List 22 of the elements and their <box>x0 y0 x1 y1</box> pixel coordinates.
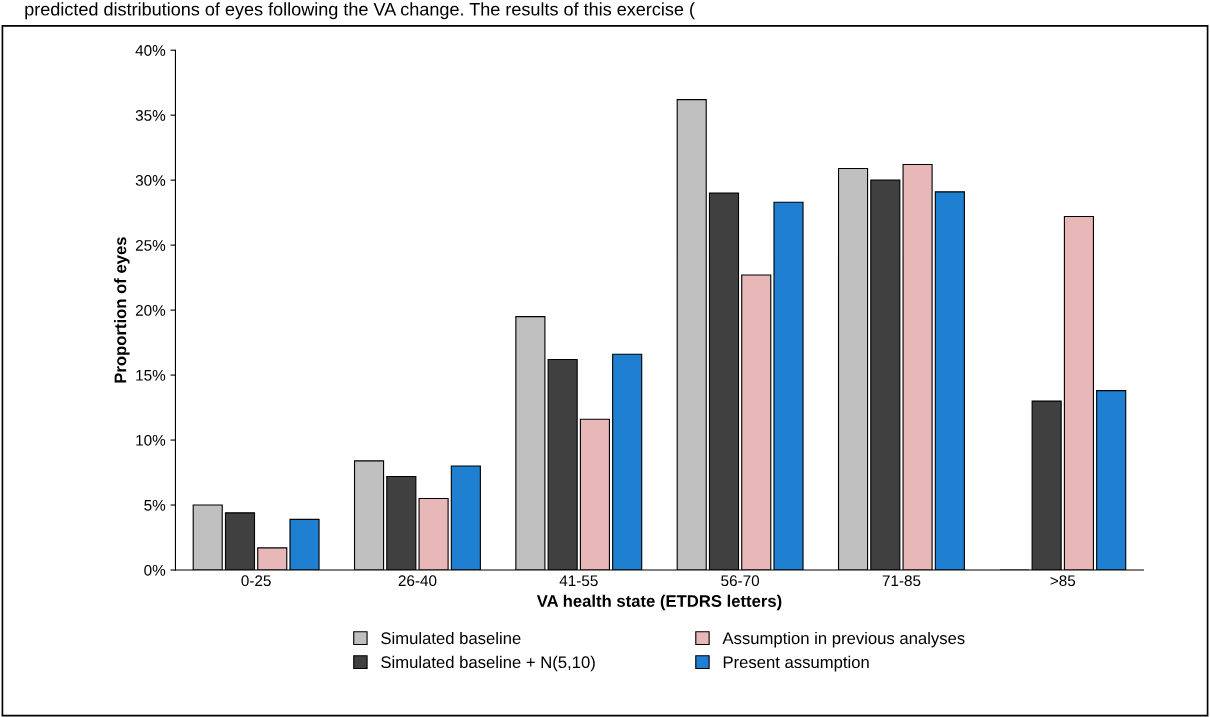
x-tick-label: 26-40 <box>398 575 437 587</box>
legend-label: Assumption in previous analyses <box>722 631 965 648</box>
x-tick-label: 41-55 <box>559 575 598 587</box>
x-tick-label: 0-25 <box>241 575 271 587</box>
y-tick-label: 35% <box>135 110 166 121</box>
x-tick-label: 56-70 <box>721 575 760 587</box>
y-tick-label: 20% <box>135 304 166 316</box>
text: predicted distributions of eyes following the VA change. The results of this exercise ( <box>25 2 695 20</box>
x-axis-title: VA health state (ETDRS letters) <box>536 594 782 611</box>
y-tick-label: 30% <box>135 175 166 186</box>
legend-label: Present assumption <box>723 655 869 672</box>
y-tick-label: 10% <box>136 434 166 446</box>
y-tick-label: 40% <box>135 45 166 56</box>
legend-label: Simulated baseline + N(5,10) <box>381 655 595 672</box>
x-tick-label: >85 <box>1050 575 1076 587</box>
legend-label: Simulated baseline <box>381 631 521 645</box>
y-tick-label: 15% <box>136 370 166 381</box>
y-tick-label: 0% <box>144 564 166 576</box>
y-tick-label: 25% <box>135 239 166 251</box>
y-axis-title: Proportion of eyes <box>114 237 130 383</box>
y-tick-label: 5% <box>144 499 166 511</box>
x-tick-label: 71-85 <box>882 575 921 587</box>
